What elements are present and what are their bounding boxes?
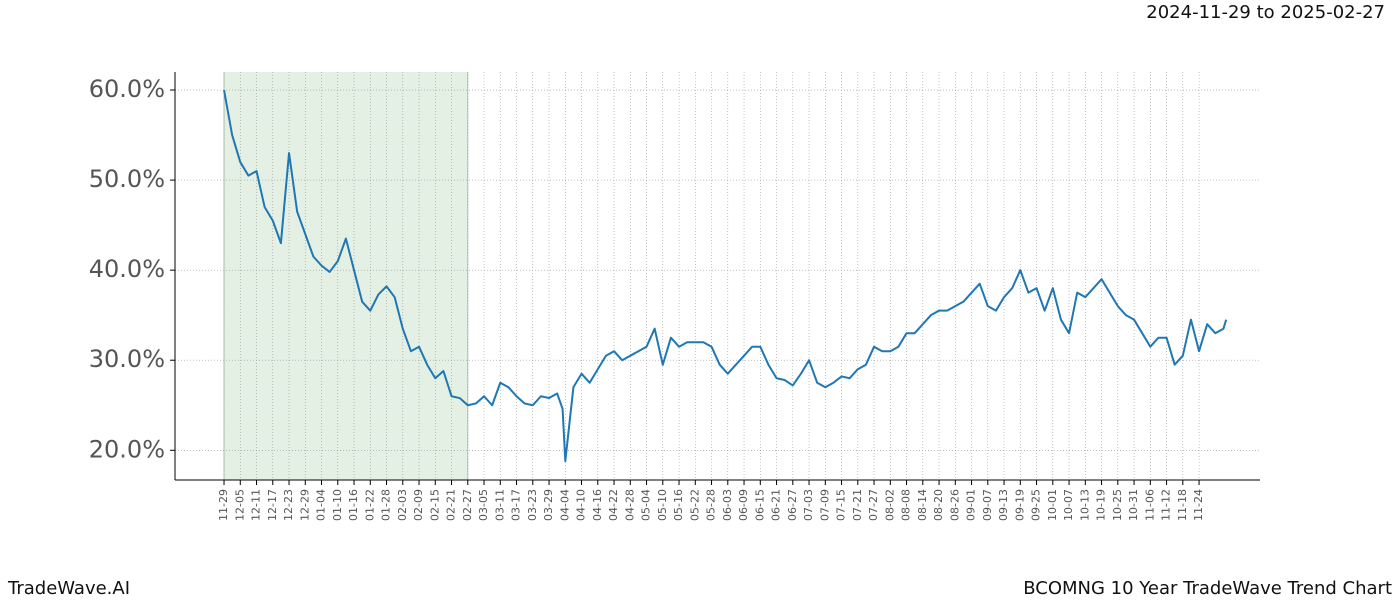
y-tick-label: 40.0% bbox=[89, 255, 165, 283]
x-tick-label: 04-16 bbox=[591, 489, 604, 521]
x-tick-label: 10-19 bbox=[1095, 489, 1108, 521]
x-tick-label: 08-02 bbox=[883, 489, 896, 521]
x-tick-label: 10-01 bbox=[1046, 489, 1059, 521]
x-tick-label: 07-21 bbox=[851, 489, 864, 521]
x-tick-label: 03-11 bbox=[493, 489, 506, 521]
x-tick-label: 06-27 bbox=[786, 489, 799, 521]
x-tick-label: 06-03 bbox=[721, 489, 734, 521]
y-tick-label: 60.0% bbox=[89, 75, 165, 103]
x-tick-label: 10-31 bbox=[1127, 489, 1140, 521]
x-tick-label: 08-08 bbox=[900, 489, 913, 521]
x-tick-label: 10-07 bbox=[1062, 489, 1075, 521]
x-tick-label: 09-01 bbox=[965, 489, 978, 521]
y-tick-label: 20.0% bbox=[89, 435, 165, 463]
x-tick-label: 09-13 bbox=[997, 489, 1010, 521]
x-tick-label: 01-22 bbox=[363, 489, 376, 521]
x-tick-label: 03-17 bbox=[510, 489, 523, 521]
x-tick-label: 09-25 bbox=[1030, 489, 1043, 521]
x-tick-label: 04-28 bbox=[623, 489, 636, 521]
x-tick-label: 12-05 bbox=[233, 489, 246, 521]
x-tick-label: 01-04 bbox=[315, 489, 328, 521]
x-tick-label: 02-27 bbox=[461, 489, 474, 521]
x-tick-label: 03-05 bbox=[477, 489, 490, 521]
x-tick-label: 06-09 bbox=[737, 489, 750, 521]
footer-left: TradeWave.AI bbox=[7, 578, 130, 599]
x-tick-label: 06-21 bbox=[770, 489, 783, 521]
x-tick-label: 02-15 bbox=[428, 489, 441, 521]
x-tick-label: 03-23 bbox=[526, 489, 539, 521]
x-tick-label: 10-13 bbox=[1078, 489, 1091, 521]
x-tick-label: 08-26 bbox=[948, 489, 961, 521]
x-tick-label: 02-09 bbox=[412, 489, 425, 521]
x-tick-label: 11-06 bbox=[1143, 489, 1156, 521]
x-tick-label: 12-23 bbox=[282, 489, 295, 521]
x-tick-label: 05-04 bbox=[640, 489, 653, 521]
x-tick-label: 03-29 bbox=[542, 489, 555, 521]
x-tick-label: 09-19 bbox=[1013, 489, 1026, 521]
x-tick-label: 07-27 bbox=[867, 489, 880, 521]
x-tick-label: 07-03 bbox=[802, 489, 815, 521]
y-tick-label: 50.0% bbox=[89, 165, 165, 193]
x-tick-label: 01-28 bbox=[380, 489, 393, 521]
x-tick-label: 01-10 bbox=[331, 489, 344, 521]
x-tick-label: 08-14 bbox=[916, 489, 929, 521]
chart-title: 2024-11-29 to 2025-02-27 bbox=[1146, 2, 1385, 23]
x-tick-label: 11-18 bbox=[1176, 489, 1189, 521]
x-tick-label: 02-21 bbox=[445, 489, 458, 521]
x-tick-label: 09-07 bbox=[981, 489, 994, 521]
x-tick-label: 04-22 bbox=[607, 489, 620, 521]
x-tick-label: 06-15 bbox=[753, 489, 766, 521]
x-tick-label: 10-25 bbox=[1111, 489, 1124, 521]
x-tick-label: 01-16 bbox=[347, 489, 360, 521]
y-tick-label: 30.0% bbox=[89, 345, 165, 373]
shaded-region bbox=[224, 72, 468, 480]
x-tick-label: 12-17 bbox=[266, 489, 279, 521]
x-tick-label: 05-10 bbox=[656, 489, 669, 521]
x-tick-label: 11-29 bbox=[217, 489, 230, 521]
x-tick-label: 12-29 bbox=[298, 489, 311, 521]
x-tick-label: 11-24 bbox=[1192, 489, 1205, 521]
footer-right: BCOMNG 10 Year TradeWave Trend Chart bbox=[1023, 578, 1392, 599]
x-tick-label: 04-04 bbox=[558, 489, 571, 521]
x-tick-label: 11-12 bbox=[1160, 489, 1173, 521]
x-tick-label: 05-22 bbox=[688, 489, 701, 521]
x-tick-label: 07-09 bbox=[818, 489, 831, 521]
x-tick-label: 08-20 bbox=[932, 489, 945, 521]
x-tick-label: 05-16 bbox=[672, 489, 685, 521]
x-tick-label: 05-28 bbox=[705, 489, 718, 521]
x-tick-label: 07-15 bbox=[835, 489, 848, 521]
x-tick-label: 12-11 bbox=[250, 489, 263, 521]
trend-line bbox=[223, 89, 1228, 463]
x-tick-label: 04-10 bbox=[575, 489, 588, 521]
x-tick-label: 02-03 bbox=[396, 489, 409, 521]
